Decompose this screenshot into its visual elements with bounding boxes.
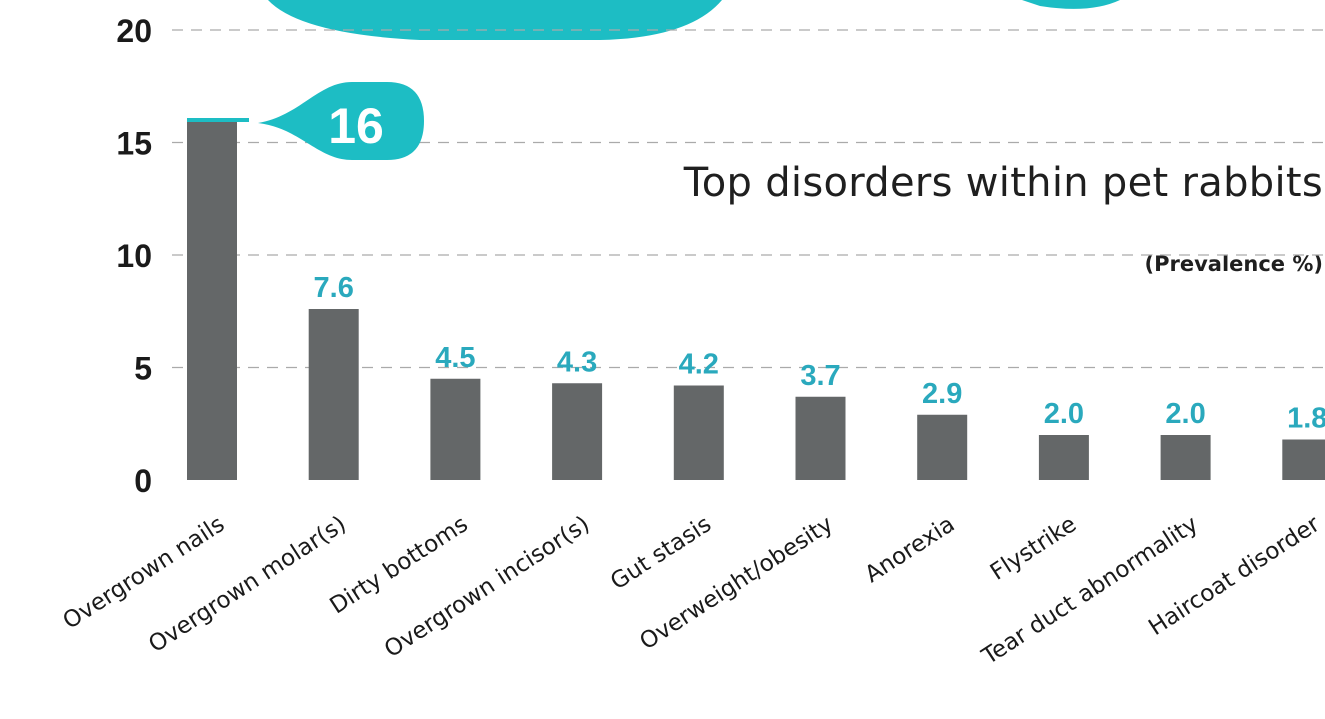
bar — [187, 120, 237, 480]
bar — [1282, 439, 1325, 480]
decorative-shape — [268, 0, 722, 40]
y-tick-label: 0 — [134, 463, 152, 499]
highlight-connector — [187, 118, 249, 122]
bar — [1160, 435, 1211, 480]
category-label: Anorexia — [860, 511, 959, 588]
value-label: 16 — [328, 98, 384, 154]
value-label: 1.8 — [1287, 403, 1325, 435]
decorative-shape — [1022, 0, 1120, 9]
value-label: 2.9 — [922, 378, 962, 410]
value-label: 2.0 — [1044, 398, 1084, 430]
y-tick-label: 10 — [116, 238, 152, 274]
category-label: Overweight/obesity — [635, 511, 837, 655]
category-label: Overgrown molar(s) — [144, 511, 351, 658]
bar — [795, 396, 846, 480]
chart-title: Top disorders within pet rabbits — [683, 160, 1323, 206]
category-label: Gut stasis — [606, 511, 716, 595]
category-label: Tear duct abnormality — [977, 511, 1203, 670]
value-label: 4.5 — [435, 342, 475, 374]
bar — [430, 378, 481, 480]
value-label: 4.3 — [557, 346, 597, 378]
value-label: 7.6 — [314, 272, 354, 304]
y-tick-label: 5 — [134, 351, 152, 387]
y-tick-label: 15 — [116, 126, 152, 162]
category-label: Flystrike — [986, 511, 1081, 585]
bar — [308, 309, 359, 480]
value-callout-shape — [258, 82, 424, 160]
bar — [917, 414, 968, 480]
y-tick-label: 20 — [116, 13, 152, 49]
bar — [673, 385, 724, 480]
value-label: 4.2 — [679, 349, 719, 381]
bar — [552, 383, 603, 480]
value-label: 3.7 — [800, 360, 840, 392]
value-label: 2.0 — [1165, 398, 1205, 430]
category-label: Overgrown incisor(s) — [380, 511, 594, 663]
bar — [1038, 435, 1089, 480]
chart-subtitle: (Prevalence %) — [1144, 252, 1323, 276]
